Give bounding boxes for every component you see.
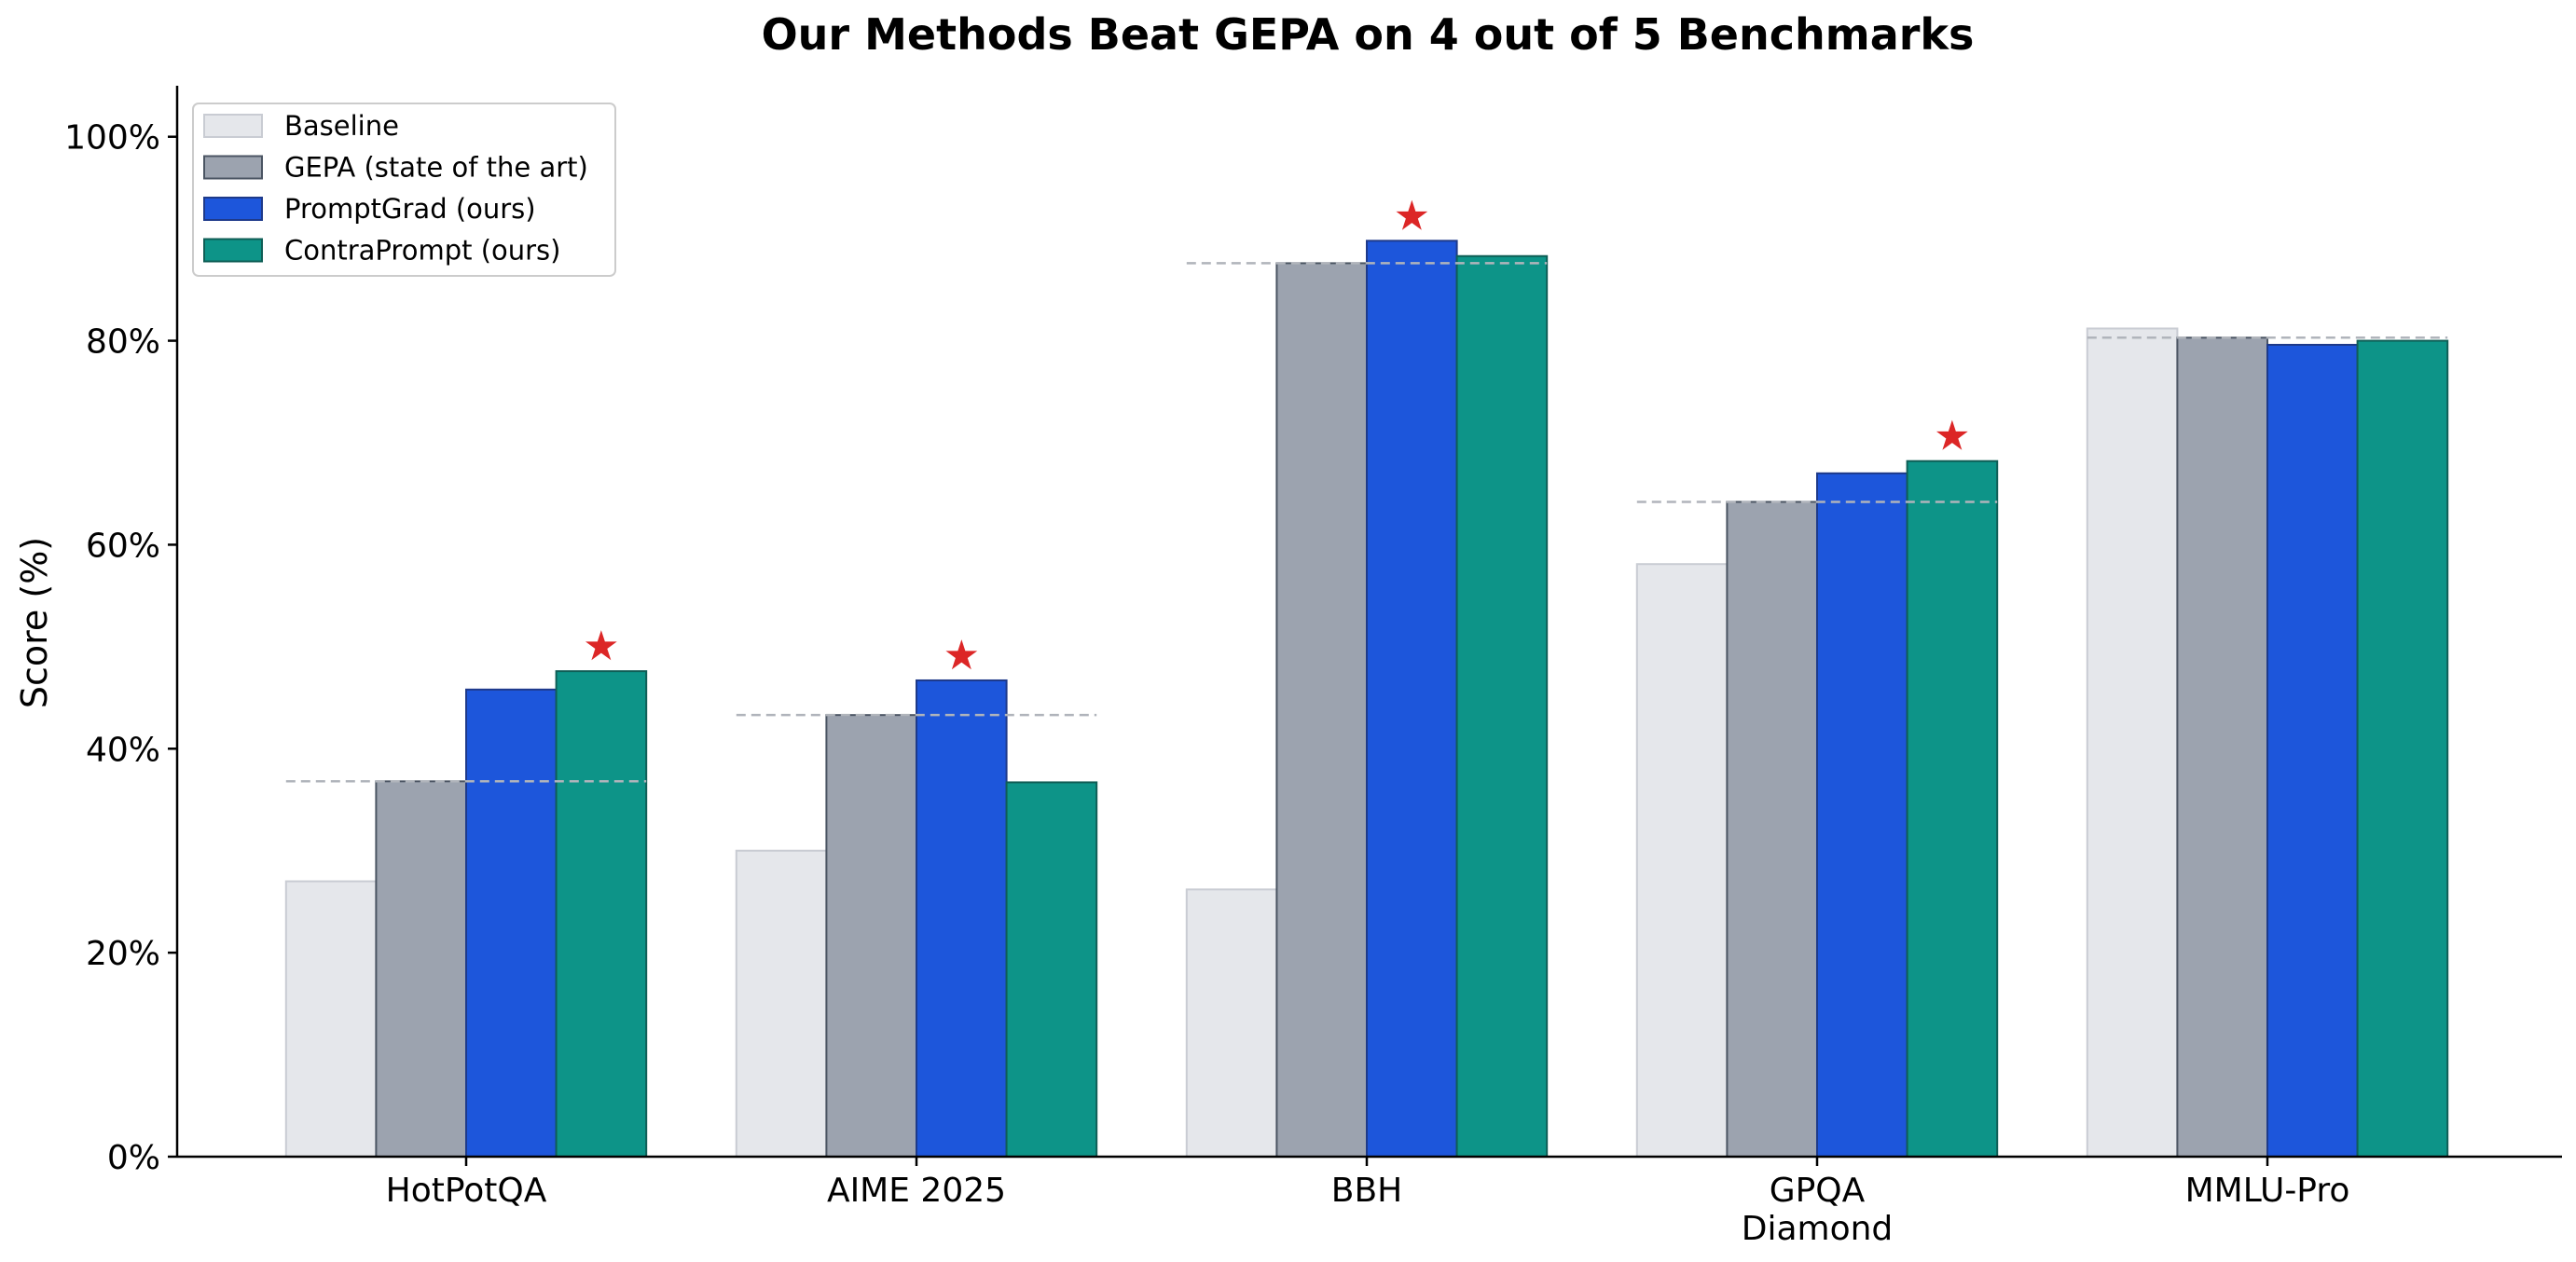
bar-baseline-4 (2086, 327, 2179, 1158)
bar-baseline-0 (284, 880, 378, 1158)
star-marker-0: ★ (583, 623, 619, 670)
y-tick-label-0: 0% (107, 1139, 160, 1177)
bar-contraprompt-1 (1005, 781, 1098, 1158)
stars-group: ★ ★ ★ ★ (583, 192, 1970, 679)
y-tick-label-5: 100% (64, 119, 160, 158)
legend-swatch-2 (203, 197, 263, 221)
star-marker-3: ★ (1934, 413, 1970, 460)
legend-swatch-1 (203, 155, 263, 180)
bar-baseline-3 (1635, 563, 1729, 1158)
bar-promptgrad-1 (916, 679, 1008, 1158)
y-tick-label-4: 80% (86, 323, 160, 362)
legend: Baseline GEPA (state of the art) PromptGra… (192, 103, 616, 277)
bar-gepa-4 (2176, 336, 2268, 1158)
bar-contraprompt-4 (2356, 339, 2449, 1159)
x-tick-label-2: BBH (1331, 1172, 1402, 1210)
bar-contraprompt-3 (1906, 460, 1999, 1158)
star-marker-2: ★ (1394, 192, 1430, 240)
bar-gepa-1 (825, 714, 918, 1158)
x-tick-label-1: AIME 2025 (827, 1172, 1006, 1210)
bar-promptgrad-2 (1366, 240, 1458, 1158)
reference-lines-group (285, 262, 2448, 783)
bar-gepa-3 (1726, 501, 1819, 1158)
x-tick-label-3-line1: Diamond (1742, 1210, 1894, 1248)
bar-baseline-2 (1185, 888, 1278, 1158)
bar-gepa-2 (1275, 262, 1369, 1158)
chart-title: Our Methods Beat GEPA on 4 out of 5 Benc… (762, 9, 1975, 60)
legend-label-2: PromptGrad (ours) (284, 193, 536, 225)
bar-gepa-0 (375, 780, 467, 1158)
star-marker-1: ★ (944, 632, 980, 679)
x-tick-label-3-line0: GPQA (1770, 1172, 1866, 1210)
y-tick-label-3: 60% (86, 527, 160, 565)
legend-label-1: GEPA (state of the art) (284, 152, 588, 184)
bars-group (284, 240, 2449, 1159)
bar-contraprompt-0 (555, 670, 648, 1158)
y-tick-label-2: 40% (86, 731, 160, 769)
x-tick-label-4: MMLU-Pro (2185, 1172, 2350, 1210)
bar-promptgrad-4 (2266, 343, 2359, 1159)
x-tick-label-0: HotPotQA (386, 1172, 547, 1210)
bar-baseline-1 (735, 849, 828, 1158)
y-axis-label: Score (%) (14, 537, 55, 708)
legend-label-3: ContraPrompt (ours) (284, 235, 560, 267)
bar-promptgrad-0 (465, 688, 558, 1158)
axes-group: 0% 20% 40% 60% 80% 100% HotPotQA AIME 2025 BBH GP… (64, 86, 2562, 1248)
legend-swatch-3 (203, 238, 263, 263)
bar-promptgrad-3 (1816, 472, 1908, 1159)
y-tick-label-1: 20% (86, 935, 160, 973)
legend-label-0: Baseline (284, 110, 399, 142)
bar-contraprompt-2 (1455, 254, 1549, 1158)
legend-frame (192, 103, 616, 277)
legend-swatch-0 (203, 114, 263, 138)
